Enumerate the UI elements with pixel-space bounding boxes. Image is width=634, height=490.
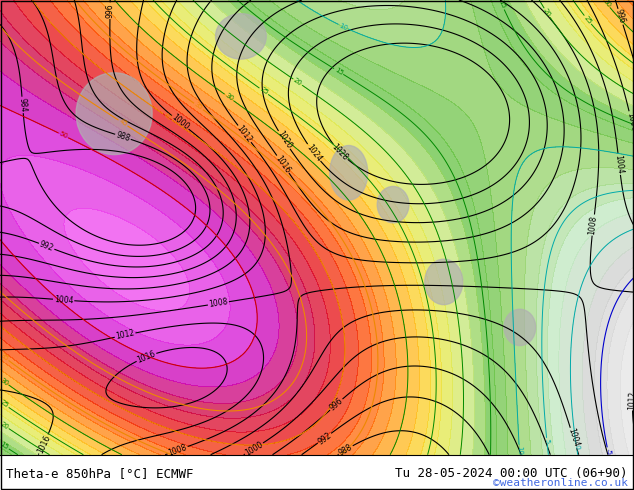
Text: 1016: 1016 [36, 434, 52, 455]
Text: Tu 28-05-2024 00:00 UTC (06+90): Tu 28-05-2024 00:00 UTC (06+90) [395, 467, 628, 480]
Text: 15: 15 [0, 441, 10, 451]
Text: 1004: 1004 [566, 427, 581, 448]
Text: 1008: 1008 [588, 215, 598, 235]
Text: 996: 996 [614, 8, 627, 25]
Text: 0: 0 [573, 444, 580, 450]
Ellipse shape [330, 146, 368, 200]
Text: 1012: 1012 [115, 329, 136, 342]
Text: 25: 25 [259, 86, 269, 96]
Text: 20: 20 [542, 7, 552, 18]
Text: 1012: 1012 [235, 123, 254, 144]
Ellipse shape [425, 259, 463, 305]
Text: 988: 988 [115, 130, 131, 143]
Text: 996: 996 [328, 396, 345, 413]
Text: 35: 35 [0, 352, 10, 362]
Text: 20: 20 [292, 77, 303, 87]
Ellipse shape [216, 14, 266, 59]
Text: 45: 45 [118, 118, 128, 128]
Text: 15: 15 [333, 67, 344, 76]
Text: 984: 984 [18, 98, 28, 113]
Ellipse shape [76, 73, 152, 155]
Text: 988: 988 [337, 442, 354, 457]
Text: 35: 35 [193, 101, 204, 112]
Text: 992: 992 [38, 240, 55, 253]
Text: 30: 30 [601, 0, 612, 9]
Text: 1004: 1004 [54, 295, 74, 305]
Text: 1020: 1020 [275, 129, 293, 150]
Text: 10: 10 [516, 445, 522, 455]
Text: 30: 30 [224, 92, 235, 102]
Text: 30: 30 [0, 377, 10, 387]
Text: 1024: 1024 [304, 142, 323, 163]
Text: 1008: 1008 [167, 442, 188, 458]
Text: 10: 10 [338, 22, 349, 31]
Text: Theta-e 850hPa [°C] ECMWF: Theta-e 850hPa [°C] ECMWF [6, 467, 194, 480]
Ellipse shape [504, 309, 536, 345]
Text: 20: 20 [0, 420, 10, 431]
Text: 1008: 1008 [208, 297, 229, 309]
Text: 1028: 1028 [330, 142, 350, 162]
Text: 1012: 1012 [628, 390, 634, 410]
Text: 1000: 1000 [243, 440, 264, 458]
Text: 15: 15 [498, 0, 507, 10]
Text: 1016: 1016 [274, 154, 292, 175]
Ellipse shape [377, 186, 409, 223]
Text: -5: -5 [604, 448, 612, 456]
Text: 1004: 1004 [614, 154, 624, 174]
Text: ©weatheronline.co.uk: ©weatheronline.co.uk [493, 478, 628, 488]
Text: 40: 40 [162, 112, 173, 122]
Text: 25: 25 [583, 15, 593, 25]
Text: 992: 992 [316, 430, 333, 446]
Text: 1016: 1016 [136, 349, 157, 365]
Text: 25: 25 [0, 399, 10, 409]
Text: 1000: 1000 [625, 111, 634, 132]
Text: 5: 5 [544, 439, 550, 443]
Text: 1000: 1000 [170, 113, 191, 132]
Text: 996: 996 [105, 3, 115, 18]
Text: 50: 50 [58, 131, 68, 140]
